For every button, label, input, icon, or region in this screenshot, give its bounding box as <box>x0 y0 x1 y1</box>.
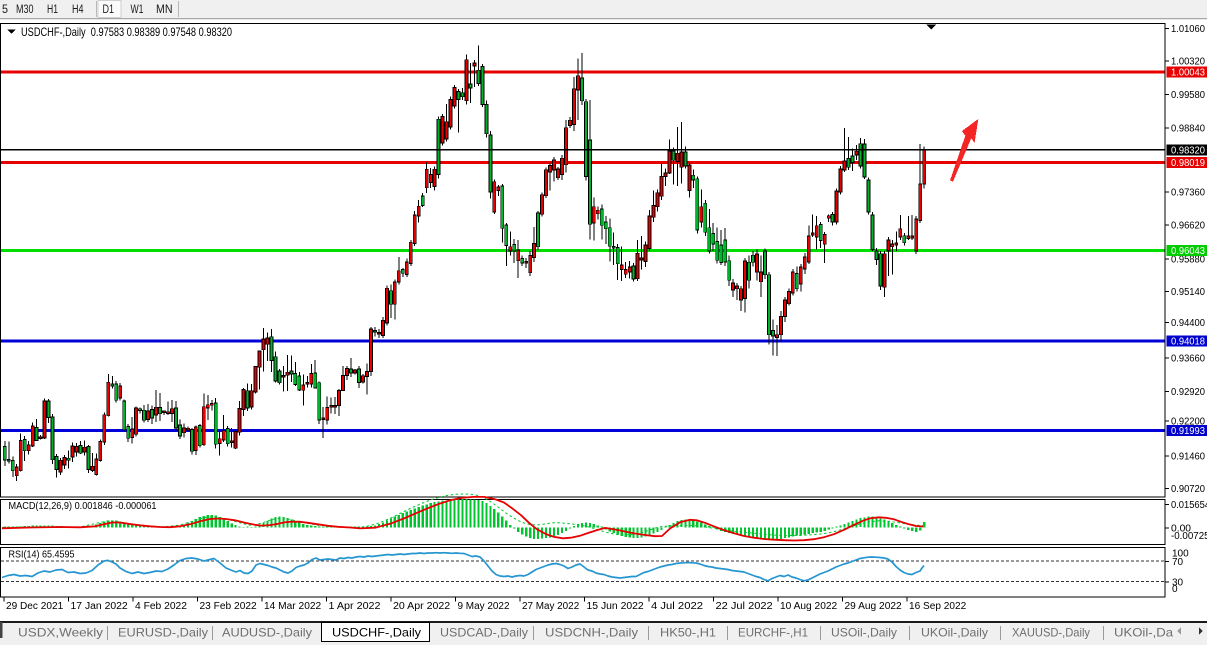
svg-text:RSI(14) 65.4595: RSI(14) 65.4595 <box>9 549 75 561</box>
svg-text:XAUUSD-,Daily: XAUUSD-,Daily <box>1012 626 1090 640</box>
svg-text:AUDUSD-,Daily: AUDUSD-,Daily <box>222 626 312 640</box>
svg-text:0.015654: 0.015654 <box>1171 500 1207 511</box>
svg-text:27 May 2022: 27 May 2022 <box>522 601 580 612</box>
svg-text:USDCNH-,Daily: USDCNH-,Daily <box>545 626 638 640</box>
svg-text:0.98320: 0.98320 <box>1171 146 1205 157</box>
svg-text:0.92920: 0.92920 <box>1171 387 1205 398</box>
svg-text:0.95140: 0.95140 <box>1171 287 1205 298</box>
svg-text:0.96043: 0.96043 <box>1171 246 1205 257</box>
svg-text:M30: M30 <box>16 4 34 16</box>
svg-text:4 Feb 2022: 4 Feb 2022 <box>135 601 187 612</box>
svg-text:29 Dec 2021: 29 Dec 2021 <box>6 601 64 612</box>
svg-text:W1: W1 <box>131 4 144 16</box>
svg-text:0: 0 <box>1172 584 1178 595</box>
svg-text:H1: H1 <box>47 4 58 16</box>
svg-text:4 Jul 2022: 4 Jul 2022 <box>651 601 703 612</box>
svg-text:23 Feb 2022: 23 Feb 2022 <box>200 601 258 612</box>
svg-text:0.91460: 0.91460 <box>1171 452 1205 463</box>
svg-text:20 Apr 2022: 20 Apr 2022 <box>393 601 451 612</box>
svg-text:HK50-,H1: HK50-,H1 <box>660 626 716 640</box>
svg-text:MACD(12,26,9) 0.001846 -0.0000: MACD(12,26,9) 0.001846 -0.000061 <box>9 500 157 512</box>
svg-text:0.91993: 0.91993 <box>1171 426 1205 437</box>
svg-text:0.98019: 0.98019 <box>1171 158 1205 169</box>
svg-text:16 Sep 2022: 16 Sep 2022 <box>909 601 967 612</box>
svg-text:USDCHF-,Daily 0.97583 0.98389: USDCHF-,Daily 0.97583 0.98389 0.97548 0.… <box>21 25 232 39</box>
svg-text:0.94400: 0.94400 <box>1171 318 1205 329</box>
svg-text:1.00043: 1.00043 <box>1171 68 1205 79</box>
svg-text:UKOil-,Da: UKOil-,Da <box>1114 626 1173 640</box>
svg-text:17 Jan 2022: 17 Jan 2022 <box>71 601 129 612</box>
svg-text:10 Aug 2022: 10 Aug 2022 <box>780 601 838 612</box>
svg-text:5: 5 <box>2 4 8 16</box>
svg-text:0.96620: 0.96620 <box>1171 221 1205 232</box>
svg-text:14 Mar 2022: 14 Mar 2022 <box>264 601 322 612</box>
svg-text:USDCAD-,Daily: USDCAD-,Daily <box>440 626 528 640</box>
svg-text:0.97360: 0.97360 <box>1171 188 1205 199</box>
svg-text:-0.007259: -0.007259 <box>1171 531 1207 542</box>
svg-text:9 May 2022: 9 May 2022 <box>458 601 510 612</box>
svg-text:1.00320: 1.00320 <box>1171 57 1205 68</box>
svg-text:EURUSD-,Daily: EURUSD-,Daily <box>118 626 208 640</box>
svg-text:29 Aug 2022: 29 Aug 2022 <box>845 601 903 612</box>
svg-text:0.98840: 0.98840 <box>1171 124 1205 135</box>
svg-text:USDX,Weekly: USDX,Weekly <box>18 626 103 640</box>
svg-text:0.93660: 0.93660 <box>1171 354 1205 365</box>
svg-text:UKOil-,Daily: UKOil-,Daily <box>921 626 988 640</box>
svg-text:70: 70 <box>1172 557 1184 568</box>
svg-text:0.90720: 0.90720 <box>1171 484 1205 495</box>
svg-text:EURCHF-,H1: EURCHF-,H1 <box>738 626 808 640</box>
svg-text:H4: H4 <box>72 4 84 16</box>
svg-text:15 Jun 2022: 15 Jun 2022 <box>587 601 645 612</box>
svg-text:0.99580: 0.99580 <box>1171 90 1205 101</box>
svg-text:MN: MN <box>156 4 173 16</box>
svg-text:1.01060: 1.01060 <box>1171 24 1205 35</box>
svg-text:USDCHF-,Daily: USDCHF-,Daily <box>332 626 421 640</box>
svg-text:USOil-,Daily: USOil-,Daily <box>831 626 897 640</box>
svg-text:22 Jul 2022: 22 Jul 2022 <box>716 601 774 612</box>
svg-text:1 Apr 2022: 1 Apr 2022 <box>329 601 381 612</box>
svg-text:D1: D1 <box>103 4 115 16</box>
svg-text:0.94018: 0.94018 <box>1171 337 1205 348</box>
